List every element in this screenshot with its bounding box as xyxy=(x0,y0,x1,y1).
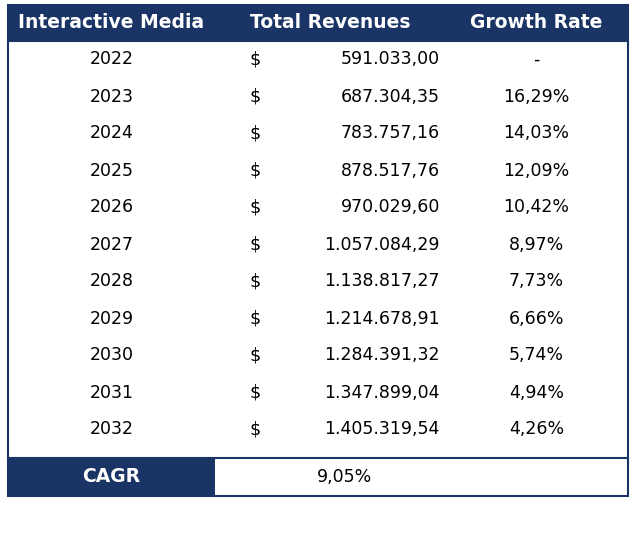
Text: 2029: 2029 xyxy=(90,310,134,328)
Text: $: $ xyxy=(250,310,260,328)
Text: Growth Rate: Growth Rate xyxy=(470,14,603,32)
Text: 14,03%: 14,03% xyxy=(504,125,570,143)
Text: CAGR: CAGR xyxy=(83,468,141,486)
Text: 1.214.678,91: 1.214.678,91 xyxy=(324,310,440,328)
Text: 878.517,76: 878.517,76 xyxy=(341,161,440,180)
Text: 2027: 2027 xyxy=(90,236,134,254)
Text: 2028: 2028 xyxy=(90,272,134,290)
Text: 7,73%: 7,73% xyxy=(509,272,564,290)
Text: 2026: 2026 xyxy=(90,199,134,216)
Text: 4,26%: 4,26% xyxy=(509,421,564,439)
Text: 2032: 2032 xyxy=(90,421,134,439)
Text: 2025: 2025 xyxy=(90,161,134,180)
Text: 970.029,60: 970.029,60 xyxy=(340,199,440,216)
Text: 591.033,00: 591.033,00 xyxy=(341,51,440,69)
Text: 10,42%: 10,42% xyxy=(504,199,570,216)
Text: 1.284.391,32: 1.284.391,32 xyxy=(324,346,440,365)
Text: 2022: 2022 xyxy=(90,51,134,69)
Text: $: $ xyxy=(250,51,260,69)
Text: $: $ xyxy=(250,272,260,290)
Text: 783.757,16: 783.757,16 xyxy=(341,125,440,143)
Text: 6,66%: 6,66% xyxy=(509,310,564,328)
Text: $: $ xyxy=(250,87,260,105)
Text: 2031: 2031 xyxy=(90,384,134,401)
Text: 1.138.817,27: 1.138.817,27 xyxy=(324,272,440,290)
Text: 2030: 2030 xyxy=(90,346,134,365)
Bar xyxy=(8,5,628,41)
Text: 9,05%: 9,05% xyxy=(317,468,372,486)
Text: $: $ xyxy=(250,199,260,216)
Text: Total Revenues: Total Revenues xyxy=(250,14,410,32)
Text: $: $ xyxy=(250,346,260,365)
Text: Interactive Media: Interactive Media xyxy=(19,14,205,32)
Text: 8,97%: 8,97% xyxy=(509,236,564,254)
Text: 16,29%: 16,29% xyxy=(503,87,570,105)
Text: 2024: 2024 xyxy=(90,125,133,143)
Bar xyxy=(8,458,215,496)
Text: 1.347.899,04: 1.347.899,04 xyxy=(324,384,440,401)
Text: $: $ xyxy=(250,236,260,254)
Text: 1.405.319,54: 1.405.319,54 xyxy=(324,421,440,439)
Text: 12,09%: 12,09% xyxy=(504,161,570,180)
Text: $: $ xyxy=(250,384,260,401)
Text: 4,94%: 4,94% xyxy=(509,384,564,401)
Bar xyxy=(8,5,628,496)
Text: $: $ xyxy=(250,421,260,439)
Text: 5,74%: 5,74% xyxy=(509,346,564,365)
Text: -: - xyxy=(533,51,540,69)
Text: 2023: 2023 xyxy=(90,87,134,105)
Text: $: $ xyxy=(250,161,260,180)
Text: 1.057.084,29: 1.057.084,29 xyxy=(324,236,440,254)
Text: $: $ xyxy=(250,125,260,143)
Text: 687.304,35: 687.304,35 xyxy=(341,87,440,105)
